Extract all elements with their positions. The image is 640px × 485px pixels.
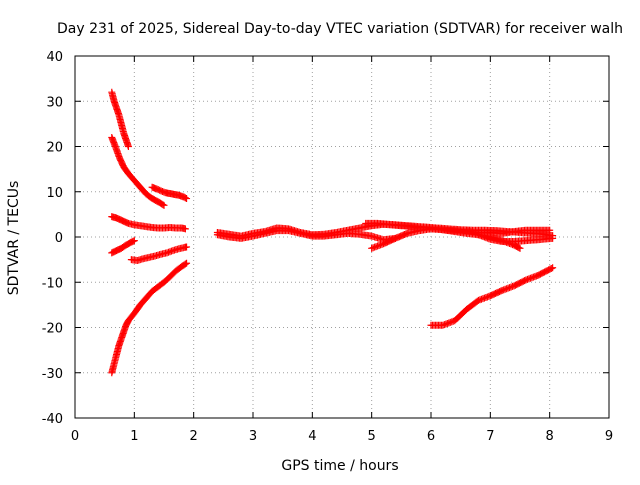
data-point [549, 234, 557, 242]
y-axis-title: SDTVAR / TECUs [6, 181, 22, 296]
data-series [108, 88, 557, 377]
x-tick-label: 1 [130, 429, 138, 444]
x-tick-label: 5 [368, 429, 376, 444]
y-tick-label: -30 [42, 367, 63, 382]
x-tick-label: 2 [190, 429, 198, 444]
data-point [515, 244, 523, 252]
y-tick-label: -40 [42, 412, 63, 427]
y-tick-label: 30 [46, 95, 63, 110]
x-tick-label: 0 [71, 429, 79, 444]
data-point [549, 264, 557, 272]
data-point [129, 237, 137, 245]
data-point [160, 201, 168, 209]
x-tick-label: 9 [605, 429, 613, 444]
data-point [130, 237, 138, 245]
data-point [183, 243, 191, 251]
x-axis-title: GPS time / hours [281, 458, 398, 474]
axes: 0 1 2 3 4 5 6 7 8 9 -40 -30 -20 -10 0 10 20 30 40 [42, 50, 613, 444]
y-tick-label: 40 [46, 50, 63, 65]
data-point [183, 195, 191, 203]
x-tick-label: 6 [427, 429, 435, 444]
chart-title: Day 231 of 2025, Sidereal Day-to-day VTE… [57, 21, 623, 37]
data-point [181, 260, 189, 268]
x-tick-label: 7 [486, 429, 494, 444]
y-tick-label: 0 [55, 231, 63, 246]
x-tick-label: 4 [308, 429, 316, 444]
data-point [181, 225, 189, 233]
data-point [124, 143, 132, 150]
data-point [181, 194, 189, 202]
plot-border [74, 55, 610, 419]
series-1 [108, 88, 191, 377]
x-tick-label: 8 [546, 429, 554, 444]
data-point [183, 259, 191, 267]
data-point [159, 201, 167, 209]
y-tick-label: -20 [42, 322, 63, 337]
data-point [547, 264, 555, 272]
y-tick-label: 20 [46, 141, 63, 156]
y-tick-label: 10 [46, 186, 63, 201]
series-2 [213, 219, 557, 329]
data-point [516, 244, 524, 252]
y-tick-label: -10 [42, 276, 63, 291]
x-tick-label: 3 [249, 429, 257, 444]
